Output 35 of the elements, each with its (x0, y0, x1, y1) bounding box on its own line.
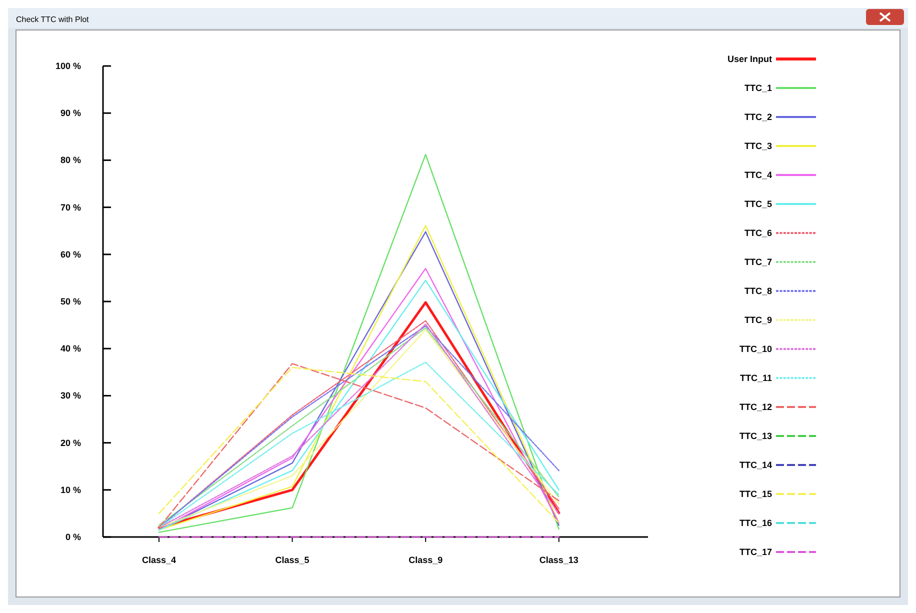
legend-label: TTC_9 (744, 315, 772, 325)
legend-label: TTC_15 (739, 489, 772, 499)
y-tick-label: 40 % (60, 344, 81, 354)
y-tick-label: 50 % (60, 296, 81, 306)
y-tick-label: 20 % (60, 438, 81, 448)
legend-label: TTC_7 (744, 257, 772, 267)
y-tick-label: 10 % (60, 484, 81, 495)
legend-label: TTC_8 (744, 286, 772, 296)
y-tick-label: 70 % (60, 202, 81, 212)
y-tick-label: 80 % (60, 155, 81, 166)
y-tick-label: 90 % (60, 108, 81, 118)
legend-label: TTC_6 (744, 228, 772, 238)
legend-label: TTC_12 (739, 402, 772, 412)
legend-label: TTC_5 (744, 199, 772, 209)
y-tick-label: 60 % (60, 249, 81, 260)
legend-label: TTC_14 (739, 460, 772, 470)
y-tick-label: 100 % (55, 61, 81, 71)
x-tick-label: Class_5 (275, 555, 310, 565)
legend-label: TTC_17 (739, 547, 772, 557)
legend-label: TTC_3 (744, 141, 772, 151)
chart-title: Check TTC with Plot (16, 15, 90, 24)
legend-label: TTC_13 (739, 431, 772, 441)
legend-label: TTC_11 (740, 373, 772, 383)
y-tick-label: 0 % (65, 532, 81, 542)
x-tick-label: Class_4 (142, 555, 176, 565)
legend-label: User Input (727, 54, 772, 64)
legend-label: TTC_10 (739, 344, 772, 354)
legend-label: TTC_16 (739, 518, 772, 528)
legend-label: TTC_2 (744, 112, 772, 122)
legend-label: TTC_4 (744, 170, 772, 180)
x-tick-label: Class_9 (408, 555, 443, 565)
y-tick-label: 30 % (60, 390, 81, 401)
legend-label: TTC_1 (744, 83, 772, 93)
x-tick-label: Class_13 (539, 555, 578, 565)
line-series (158, 154, 560, 533)
